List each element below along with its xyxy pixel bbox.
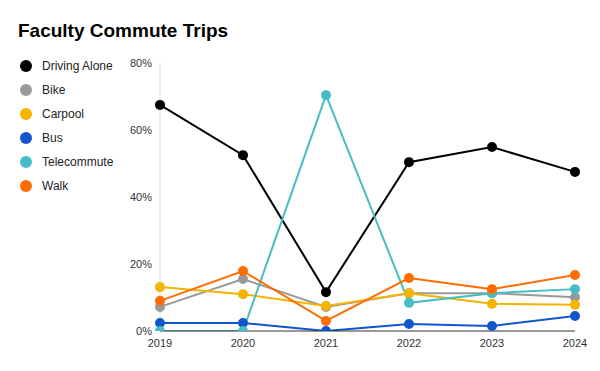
- svg-text:80%: 80%: [130, 57, 152, 69]
- svg-text:2020: 2020: [231, 337, 255, 349]
- svg-text:2024: 2024: [563, 337, 587, 349]
- svg-text:40%: 40%: [130, 191, 152, 203]
- svg-text:2019: 2019: [148, 337, 172, 349]
- html-text:Telecommute: Telecommute: [42, 155, 114, 169]
- svg-text:2021: 2021: [314, 337, 338, 349]
- svg-text:0%: 0%: [136, 325, 152, 337]
- html-text:Bus: Bus: [42, 131, 63, 145]
- html-text:Driving Alone: Driving Alone: [42, 59, 113, 73]
- html-text:Bike: Bike: [42, 83, 66, 97]
- svg-text:20%: 20%: [130, 258, 152, 270]
- svg-text:60%: 60%: [130, 124, 152, 136]
- svg-text:2023: 2023: [480, 337, 504, 349]
- html-text:Faculty Commute Trips: Faculty Commute Trips: [18, 20, 229, 41]
- svg-text:2022: 2022: [397, 337, 421, 349]
- html-text:Carpool: Carpool: [42, 107, 84, 121]
- html-text:Walk: Walk: [42, 179, 69, 193]
